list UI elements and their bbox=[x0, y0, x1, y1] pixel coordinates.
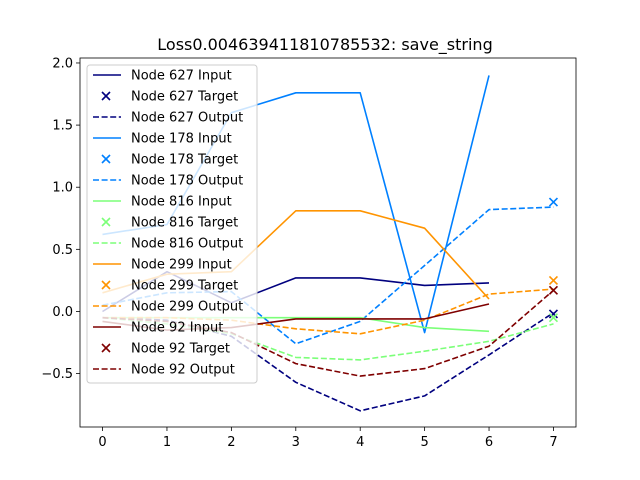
legend-label: Node 92 Target bbox=[131, 342, 230, 357]
x-tick-label: 3 bbox=[292, 435, 300, 450]
legend-entry: Node 627 Input bbox=[93, 69, 232, 84]
legend-label: Node 178 Input bbox=[131, 132, 232, 147]
output-series-line bbox=[102, 289, 555, 377]
legend-marker bbox=[101, 343, 111, 353]
axes-frame bbox=[79, 57, 577, 428]
legend-entry: Node 178 Target bbox=[101, 153, 238, 168]
y-axis: −0.5 0.0 0.5 1.0 1.5 2.0 bbox=[41, 56, 80, 382]
y-tick-label: 1.5 bbox=[52, 119, 73, 134]
legend-entry: Node 299 Target bbox=[101, 279, 238, 294]
x-tick-label: 2 bbox=[227, 435, 235, 450]
legend-entry: Node 178 Output bbox=[93, 174, 243, 189]
legend-label: Node 92 Input bbox=[131, 321, 223, 336]
x-axis: 0 1 2 3 4 5 6 7 bbox=[98, 427, 558, 450]
legend-entry: Node 299 Input bbox=[93, 258, 232, 273]
legend-entry: Node 299 Output bbox=[93, 300, 243, 315]
legend-entry: Node 816 Input bbox=[93, 195, 232, 210]
target-marker bbox=[548, 309, 559, 319]
target-marker bbox=[548, 197, 559, 207]
x-tick-label: 0 bbox=[98, 435, 106, 450]
legend-label: Node 299 Target bbox=[131, 279, 238, 294]
legend-label: Node 816 Input bbox=[131, 195, 232, 210]
legend-marker bbox=[101, 154, 111, 164]
x-tick-label: 4 bbox=[356, 435, 364, 450]
x-tick-label: 1 bbox=[163, 435, 171, 450]
legend-marker bbox=[101, 91, 111, 101]
legend-entry: Node 92 Output bbox=[93, 363, 235, 378]
legend-entry: Node 627 Target bbox=[101, 90, 238, 105]
legend: Node 627 Input Node 627 Target Node 627 Ou… bbox=[86, 64, 258, 384]
legend-label: Node 627 Input bbox=[131, 69, 232, 84]
x-tick-label: 5 bbox=[420, 435, 428, 450]
legend-entry: Node 92 Input bbox=[93, 321, 223, 336]
legend-label: Node 816 Output bbox=[131, 237, 243, 252]
legend-label: Node 299 Input bbox=[131, 258, 232, 273]
legend-marker bbox=[101, 217, 111, 227]
legend-entry: Node 92 Target bbox=[101, 342, 230, 357]
output-series-line bbox=[102, 288, 554, 335]
legend-label: Node 92 Output bbox=[131, 363, 235, 378]
legend-entry: Node 816 Target bbox=[101, 216, 238, 231]
legend-label: Node 178 Target bbox=[131, 153, 238, 168]
legend-label: Node 627 Output bbox=[131, 111, 243, 126]
legend-marker bbox=[101, 280, 111, 290]
y-tick-label: 0.5 bbox=[52, 243, 73, 258]
target-marker bbox=[548, 275, 559, 285]
output-series-line bbox=[102, 316, 554, 361]
chart-title: Loss0.004639411810785532: save_string bbox=[157, 35, 492, 55]
y-tick-label: −0.5 bbox=[41, 367, 73, 382]
legend-entry: Node 816 Output bbox=[93, 237, 243, 252]
legend-label: Node 816 Target bbox=[131, 216, 238, 231]
legend-entry: Node 178 Input bbox=[93, 132, 232, 147]
output-series-line bbox=[102, 312, 554, 412]
target-marker bbox=[548, 313, 559, 323]
legend-box bbox=[86, 64, 258, 384]
legend-entry: Node 627 Output bbox=[93, 111, 243, 126]
y-tick-label: 0.0 bbox=[52, 305, 73, 320]
legend-label: Node 178 Output bbox=[131, 174, 243, 189]
legend-label: Node 627 Target bbox=[131, 90, 238, 105]
y-tick-label: 1.0 bbox=[52, 181, 73, 196]
legend-label: Node 299 Output bbox=[131, 300, 243, 315]
x-tick-label: 6 bbox=[485, 435, 493, 450]
y-tick-label: 2.0 bbox=[52, 56, 73, 71]
x-tick-label: 7 bbox=[549, 435, 557, 450]
